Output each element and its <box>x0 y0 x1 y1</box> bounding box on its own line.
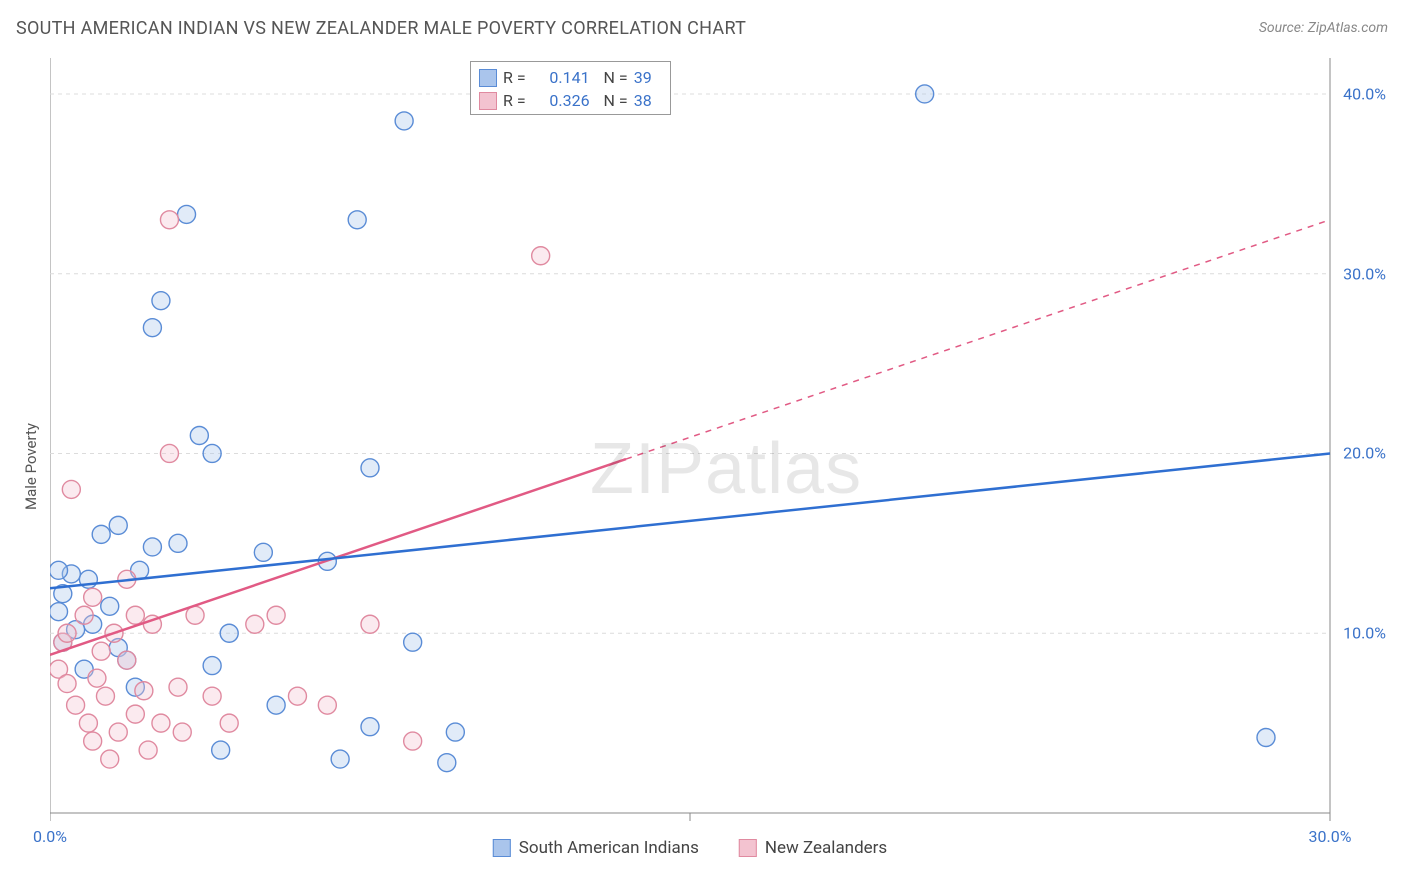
legend-item-series2: New Zealanders <box>739 838 887 858</box>
stat-value-n: 39 <box>634 68 662 87</box>
x-tick-label: 0.0% <box>33 827 67 846</box>
swatch-icon <box>493 839 511 857</box>
stat-value-r: 0.141 <box>532 68 590 87</box>
legend-label: South American Indians <box>519 838 699 858</box>
y-axis-label: Male Poverty <box>22 423 40 510</box>
y-tick-label: 10.0% <box>1343 624 1386 643</box>
y-tick-label: 40.0% <box>1343 84 1386 103</box>
stat-value-r: 0.326 <box>532 91 590 110</box>
chart-title: SOUTH AMERICAN INDIAN VS NEW ZEALANDER M… <box>16 18 746 39</box>
y-tick-label: 30.0% <box>1343 264 1386 283</box>
correlation-stats-box: R = 0.141 N = 39 R = 0.326 N = 38 <box>470 61 671 115</box>
stat-label-r: R = <box>503 91 526 110</box>
legend-label: New Zealanders <box>765 838 887 858</box>
chart-area: 10.0% 20.0% 30.0% 40.0% 0.0% 30.0% R = 0… <box>50 58 1396 828</box>
chart-header: SOUTH AMERICAN INDIAN VS NEW ZEALANDER M… <box>0 0 1406 50</box>
stats-row-series2: R = 0.326 N = 38 <box>479 89 662 112</box>
series-legend: South American Indians New Zealanders <box>493 838 887 858</box>
stat-label-n: N = <box>596 68 628 87</box>
swatch-icon <box>479 69 497 87</box>
legend-item-series1: South American Indians <box>493 838 699 858</box>
scatter-plot-svg <box>50 58 1396 828</box>
swatch-icon <box>479 92 497 110</box>
source-attribution: Source: ZipAtlas.com <box>1259 20 1388 36</box>
y-tick-label: 20.0% <box>1343 444 1386 463</box>
stat-label-r: R = <box>503 68 526 87</box>
stat-value-n: 38 <box>634 91 662 110</box>
stat-label-n: N = <box>596 91 628 110</box>
stats-row-series1: R = 0.141 N = 39 <box>479 66 662 89</box>
swatch-icon <box>739 839 757 857</box>
x-tick-label: 30.0% <box>1309 827 1352 846</box>
